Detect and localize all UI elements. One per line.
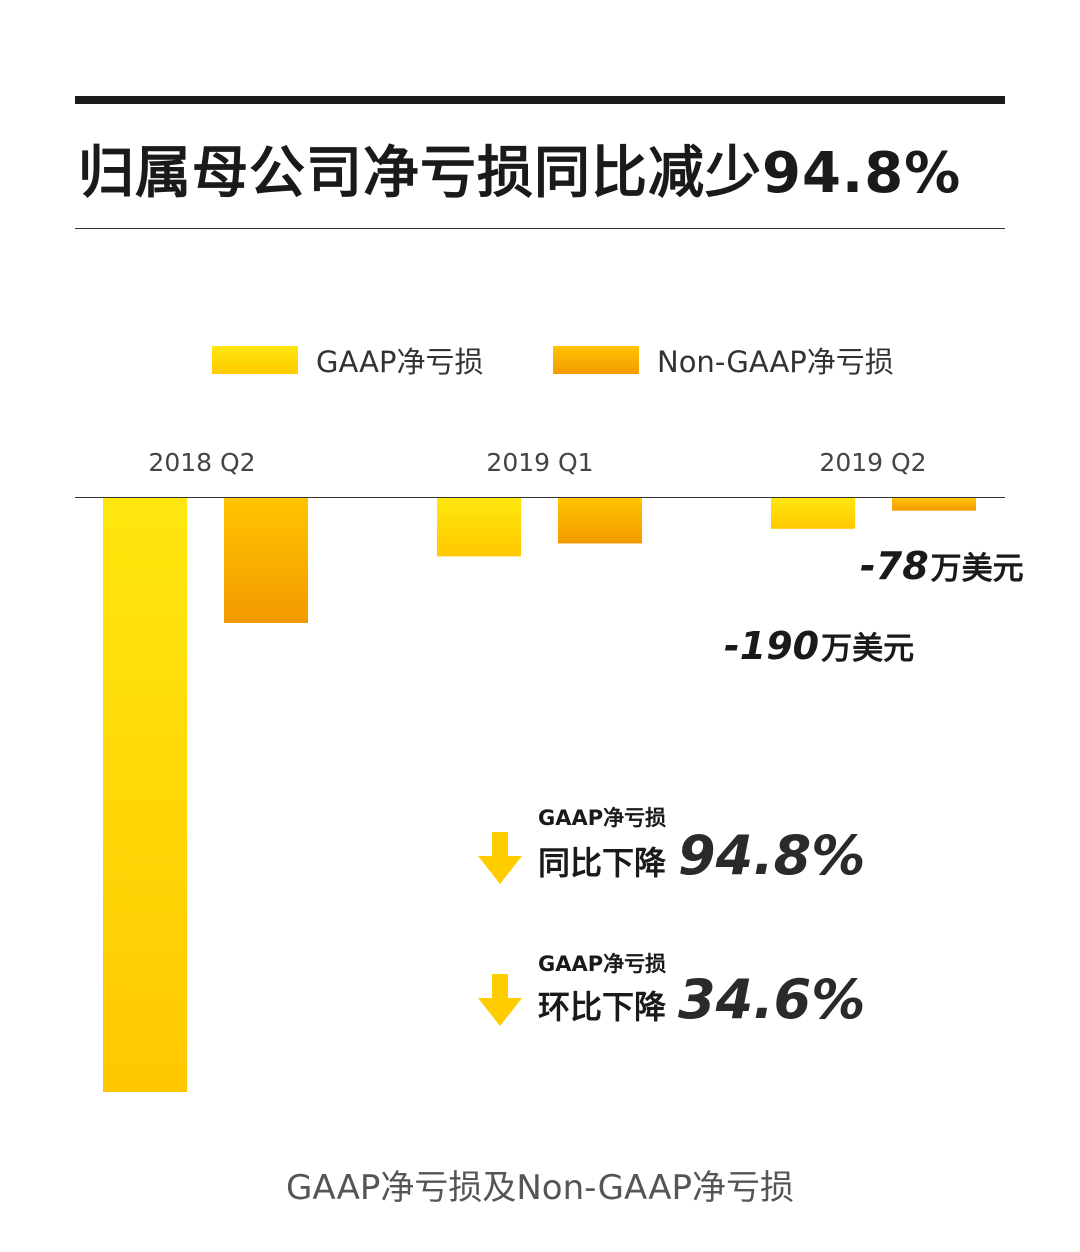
- category-label-2019-q2: 2019 Q2: [819, 448, 926, 477]
- stat-label: 环比下降: [538, 988, 667, 1026]
- stat-line: 同比下降 94.8%: [538, 824, 865, 887]
- stat-value: 34.6%: [678, 968, 866, 1031]
- data-label-2019q2-gaap: -190 万美元: [724, 623, 914, 668]
- data-label-number: -190: [724, 624, 820, 668]
- legend-label-gaap: GAAP净亏损: [316, 345, 484, 379]
- stat-label: 同比下降: [538, 844, 667, 882]
- stat-value: 94.8%: [678, 824, 866, 887]
- legend-item-gaap: GAAP净亏损: [212, 340, 483, 380]
- category-label-2019-q1: 2019 Q1: [486, 448, 593, 477]
- chart-caption: GAAP净亏损及Non-GAAP净亏损: [286, 1168, 794, 1208]
- stat-caption: GAAP净亏损: [538, 952, 667, 976]
- data-label-number: -78: [860, 544, 929, 588]
- arrow-down-icon: [478, 974, 522, 1026]
- bar-non-gaap-2019-q2: [892, 498, 976, 511]
- title-rule: [75, 228, 1005, 229]
- stat-caption: GAAP净亏损: [538, 806, 667, 830]
- data-label-2019q2-non-gaap: -78 万美元: [860, 543, 1024, 588]
- top-rule: [75, 96, 1005, 104]
- bar-non-gaap-2018-q2: [224, 498, 308, 623]
- legend-swatch-non-gaap: [553, 346, 639, 374]
- data-label-unit: 万美元: [930, 551, 1024, 587]
- bar-gaap-2018-q2: [103, 498, 187, 1092]
- page-title: 归属母公司净亏损同比减少94.8%: [78, 141, 962, 206]
- arrow-down-icon: [478, 832, 522, 884]
- legend-label-non-gaap: Non-GAAP净亏损: [657, 345, 894, 379]
- stat-line: 环比下降 34.6%: [538, 968, 865, 1031]
- category-label-2018-q2: 2018 Q2: [148, 448, 255, 477]
- bar-gaap-2019-q2: [771, 498, 855, 529]
- bar-non-gaap-2019-q1: [558, 498, 642, 544]
- bar-gaap-2019-q1: [437, 498, 521, 557]
- legend-swatch-gaap: [212, 346, 298, 374]
- legend-item-non-gaap: Non-GAAP净亏损: [553, 340, 894, 380]
- data-label-unit: 万美元: [821, 631, 915, 667]
